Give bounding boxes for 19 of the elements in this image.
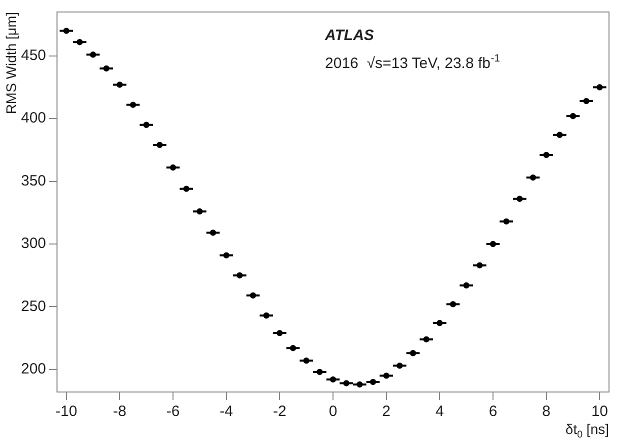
annotation: ATLAS: [324, 27, 374, 44]
x-tick-label: 6: [488, 403, 498, 420]
y-tick-label: 300: [20, 235, 46, 252]
y-tick-label: 250: [20, 298, 46, 315]
x-tick-label: -6: [166, 403, 180, 420]
y-tick-label: 400: [20, 110, 46, 127]
x-tick-label: -8: [113, 403, 126, 420]
y-tick-label: 350: [20, 172, 46, 190]
y-axis-title: RMS Width [μm]: [3, 12, 19, 114]
x-tick-label: 4: [436, 403, 444, 420]
x-tick-label: -2: [273, 403, 286, 420]
x-tick-label: 2: [382, 403, 391, 420]
y-tick-label: 200: [20, 360, 46, 378]
x-tick-label: 10: [591, 403, 608, 420]
x-tick-label: -10: [56, 403, 78, 420]
y-tick-label: 450: [20, 47, 46, 64]
x-tick-label: 0: [328, 403, 338, 420]
x-tick-label: -4: [220, 403, 234, 420]
x-tick-label: 8: [542, 403, 551, 420]
